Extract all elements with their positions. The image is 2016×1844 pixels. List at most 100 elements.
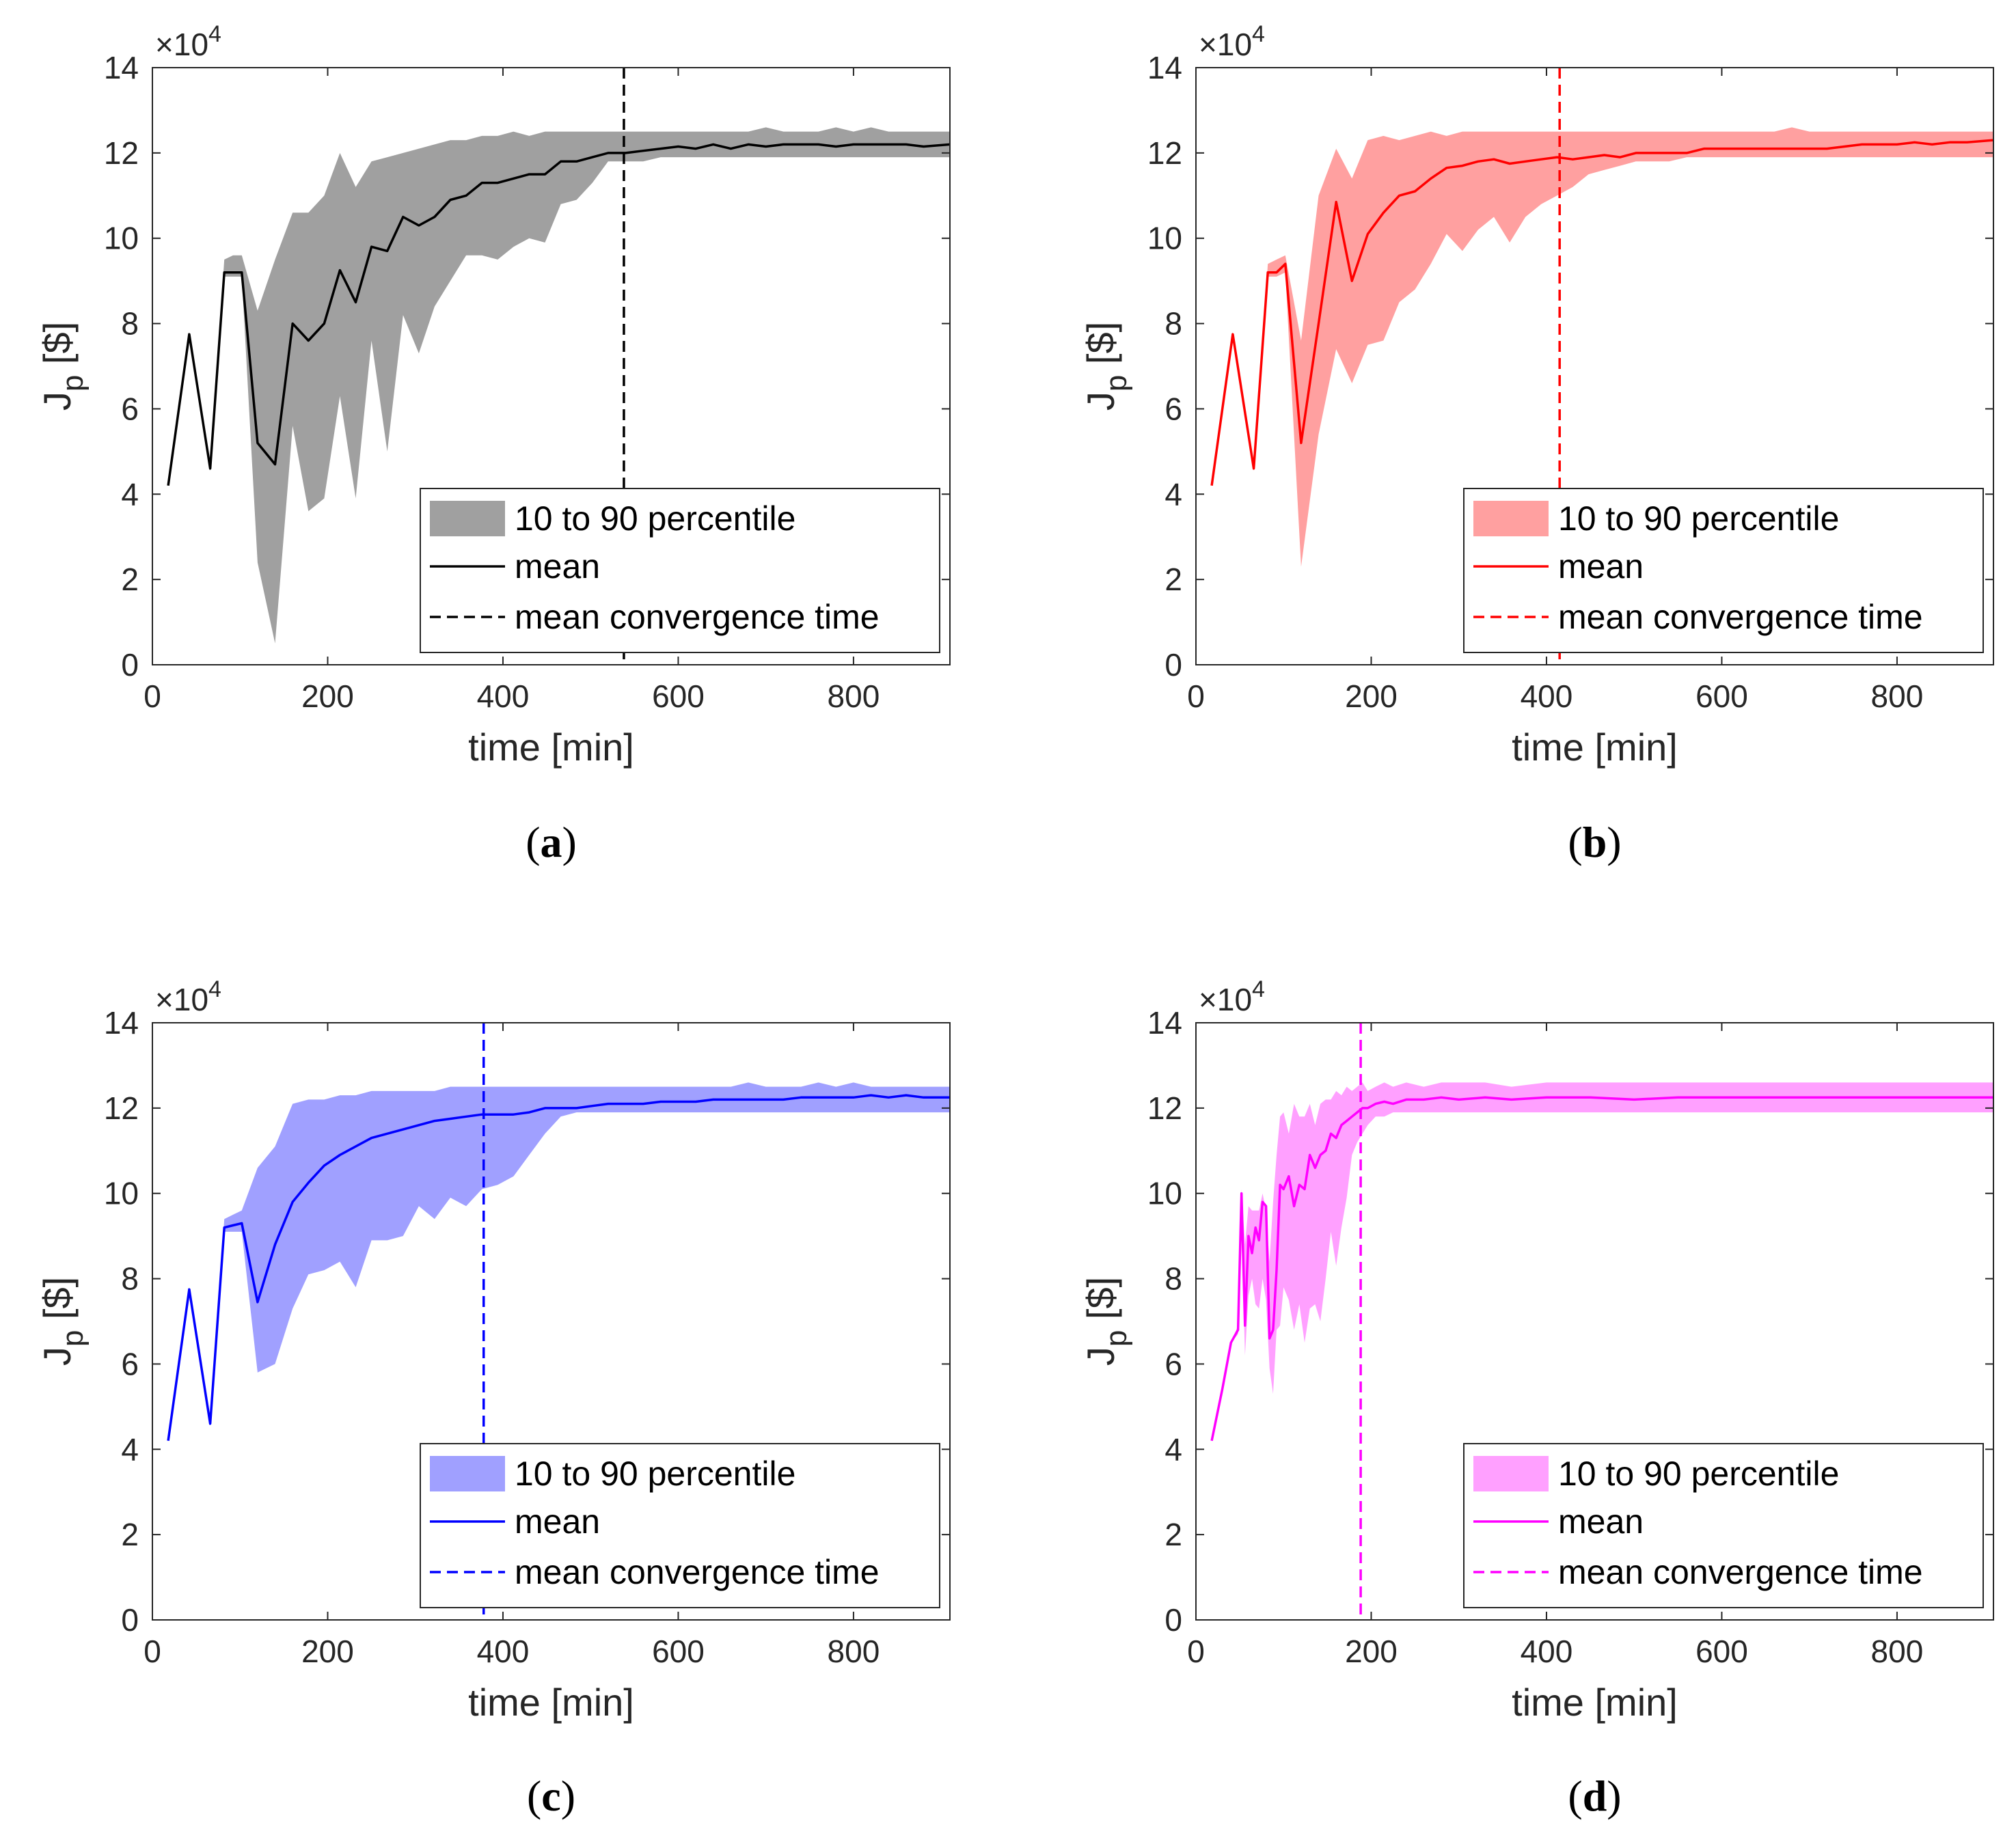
caption-close: ) (1607, 818, 1621, 866)
y-tick-label: 10 (104, 1176, 139, 1211)
mean-line (1210, 139, 1993, 486)
x-tick-label: 600 (652, 678, 705, 714)
y-tick-label: 12 (104, 135, 139, 171)
legend-box (1463, 1443, 1984, 1608)
y-tick-label: 14 (104, 50, 139, 85)
x-tick-label: 0 (1187, 678, 1205, 714)
y-label-sub: p (56, 1330, 90, 1347)
legend-swatch-band (430, 501, 505, 536)
exponent-power: 4 (208, 21, 221, 47)
exponent-power: 4 (1252, 21, 1265, 47)
legend-label-band: 10 to 90 percentile (1558, 499, 1839, 538)
y-label-sub: p (1100, 375, 1133, 391)
panel-caption: (d) (1568, 1772, 1621, 1820)
legend: 10 to 90 percentile mean mean convergence … (1463, 488, 1984, 653)
x-tick-label: 600 (652, 1634, 705, 1669)
legend-box (1463, 488, 1984, 653)
caption-open: ( (1568, 1772, 1582, 1820)
caption-open: ( (527, 1772, 541, 1820)
legend-label-convergence: mean convergence time (515, 1553, 880, 1591)
x-tick-label: 400 (1521, 678, 1573, 714)
exponent-power: 4 (1252, 976, 1265, 1002)
y-tick-label: 2 (121, 562, 139, 597)
x-tick-label: 400 (477, 1634, 530, 1669)
y-tick-label: 10 (1147, 1176, 1182, 1211)
y-label-main: J (1079, 391, 1122, 411)
y-tick-label: 14 (1147, 50, 1182, 85)
caption-letter: a (541, 818, 562, 866)
y-tick-label: 6 (121, 391, 139, 426)
axes-box (1195, 67, 1994, 665)
axes-box (152, 67, 951, 665)
legend-label-mean: mean (1558, 1502, 1644, 1541)
x-axis-label: time [min] (1512, 726, 1678, 769)
y-label-unit: [$] (1079, 322, 1122, 375)
legend-label-mean: mean (515, 1502, 600, 1541)
y-tick-label: 8 (1164, 1261, 1182, 1297)
caption-letter: b (1583, 818, 1607, 866)
y-label-unit: [$] (36, 1277, 79, 1330)
caption-open: ( (1568, 818, 1582, 866)
y-tick-label: 4 (121, 1431, 139, 1467)
y-tick-label: 0 (121, 1602, 139, 1638)
legend-label-band: 10 to 90 percentile (515, 499, 795, 538)
caption-letter: d (1583, 1772, 1607, 1820)
y-tick-label: 12 (104, 1090, 139, 1126)
y-axis-label: Jp [$] (36, 322, 90, 411)
legend-swatch-band (1473, 1456, 1549, 1491)
mean-line (167, 143, 950, 486)
caption-letter: c (541, 1772, 560, 1820)
x-tick-label: 200 (1345, 678, 1398, 714)
mean-line (167, 1094, 950, 1442)
legend: 10 to 90 percentile mean mean convergence … (420, 1443, 940, 1608)
legend-box (420, 1443, 940, 1608)
x-tick-label: 200 (301, 678, 354, 714)
y-tick-label: 0 (121, 647, 139, 683)
y-tick-label: 8 (121, 1261, 139, 1297)
panel-caption: (a) (526, 818, 577, 866)
y-label-sub: p (56, 375, 90, 391)
panel-caption: (c) (527, 1772, 575, 1820)
x-tick-label: 0 (1187, 1634, 1205, 1669)
caption-close: ) (562, 818, 577, 866)
legend-swatch-band (1473, 501, 1549, 536)
y-tick-label: 0 (1164, 647, 1182, 683)
y-tick-label: 14 (104, 1005, 139, 1041)
exponent-base: ×10 (155, 982, 208, 1017)
x-tick-label: 400 (1521, 1634, 1573, 1669)
x-axis-label: time [min] (468, 1681, 634, 1724)
legend: 10 to 90 percentile mean mean convergence … (420, 488, 940, 653)
x-tick-label: 800 (828, 1634, 880, 1669)
y-tick-label: 8 (121, 306, 139, 342)
x-tick-label: 600 (1695, 1634, 1748, 1669)
y-label-main: J (36, 1347, 79, 1366)
legend-label-convergence: mean convergence time (1558, 1553, 1923, 1591)
x-axis-label: time [min] (468, 726, 634, 769)
percentile-band (168, 127, 950, 644)
legend: 10 to 90 percentile mean mean convergence … (1463, 1443, 1984, 1608)
y-tick-label: 10 (104, 221, 139, 256)
y-label-unit: [$] (36, 322, 79, 375)
y-tick-label: 12 (1147, 135, 1182, 171)
caption-open: ( (526, 818, 540, 866)
x-tick-label: 200 (1345, 1634, 1398, 1669)
y-tick-label: 4 (121, 476, 139, 512)
y-tick-label: 6 (1164, 391, 1182, 426)
x-tick-label: 800 (1871, 678, 1924, 714)
y-axis-label: Jp [$] (36, 1277, 90, 1366)
exponent-label: ×104 (1199, 21, 1265, 62)
y-label-sub: p (1100, 1330, 1133, 1347)
exponent-base: ×10 (1199, 982, 1252, 1017)
legend-label-mean: mean (515, 547, 600, 586)
mean-line (1210, 1096, 1993, 1442)
x-tick-label: 0 (144, 678, 161, 714)
exponent-power: 4 (208, 976, 221, 1002)
y-tick-label: 2 (1164, 562, 1182, 597)
legend-swatch-band (430, 1456, 505, 1491)
y-tick-label: 2 (121, 1517, 139, 1552)
y-tick-label: 6 (1164, 1346, 1182, 1381)
